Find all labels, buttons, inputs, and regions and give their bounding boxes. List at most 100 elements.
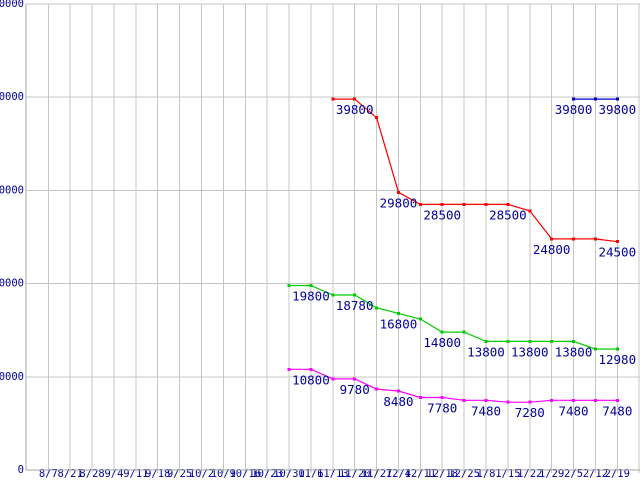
x-tick-label: 2/12 [583,468,608,480]
series-magenta-marker [353,377,357,381]
series-blue-marker [615,97,619,101]
x-tick-label: 8/7 [39,468,58,480]
price-label: 28500 [489,207,527,222]
x-tick-label: 1/22 [517,468,542,480]
series-blue-marker [593,97,597,101]
price-label: 7780 [427,400,457,415]
y-tick-label: 0 [18,464,24,476]
series-red-marker [506,202,510,206]
y-tick-label: 20000 [0,278,24,290]
price-label: 24500 [598,245,636,260]
series-blue-marker [572,97,575,101]
series-red-line [332,98,618,243]
series-green-marker [440,330,444,334]
x-tick-label: 12/18 [426,468,458,480]
series-red-marker [418,202,422,206]
series-magenta-marker [506,400,510,404]
x-tick-label: 12/25 [448,468,480,480]
x-tick-label: 12/11 [405,468,437,480]
x-tick-label: 9/25 [167,468,192,480]
x-tick-label: 12/4 [386,468,411,480]
series-magenta-marker [287,367,291,371]
x-tick-label: 2/19 [605,468,630,480]
series-green-marker [593,347,597,351]
series-green-marker [572,339,575,343]
price-label: 39800 [555,102,593,117]
series-magenta-marker [593,398,597,402]
series-red-marker [484,202,488,206]
series-green-marker [615,347,619,351]
price-label: 10800 [292,372,330,387]
price-label: 7480 [558,403,588,418]
y-tick-label: 30000 [0,184,24,196]
series-red-marker [572,237,575,241]
price-label: 7480 [471,403,501,418]
x-tick-label: 11/20 [339,468,371,480]
price-label: 39800 [598,102,636,117]
series-magenta-marker [309,367,313,371]
x-tick-label: 11/13 [317,468,349,480]
series-green-marker [462,330,466,334]
series-green-marker [506,339,510,343]
price-label: 28500 [423,207,461,222]
y-tick-label: 10000 [0,371,24,383]
price-label: 13800 [555,344,593,359]
x-tick-label: 2/5 [564,468,583,480]
series-red-marker [528,209,532,213]
series-green-marker [418,317,422,321]
series-red-marker [375,116,379,120]
series-magenta-marker [462,398,466,402]
series-red-marker [397,190,400,194]
series-green-marker [528,339,532,343]
series-green-marker [309,284,313,287]
price-label: 13800 [511,344,549,359]
y-tick-label: 50000 [0,0,24,10]
series-magenta-marker [572,398,575,402]
price-label: 29800 [380,195,418,210]
x-tick-label: 1/15 [495,468,520,480]
series-green-marker [397,311,400,315]
price-label: 12980 [598,352,636,367]
series-red-marker [353,97,357,101]
series-red-marker [550,237,554,241]
x-tick-label: 10/16 [229,468,261,480]
series-magenta-marker [375,387,379,391]
series-green-marker [331,293,335,297]
price-label: 9780 [340,382,370,397]
series-red-marker [440,202,444,206]
series-magenta-marker [528,400,532,404]
x-tick-label: 8/28 [79,468,104,480]
x-tick-label: 10/9 [211,468,236,480]
x-tick-label: 10/2 [189,468,214,480]
x-tick-label: 1/8 [477,468,496,480]
price-label: 7480 [602,403,632,418]
price-label: 16800 [380,316,418,331]
y-tick-label: 40000 [0,91,24,103]
x-tick-label: 8/21 [58,468,83,480]
x-tick-label: 10/23 [251,468,283,480]
series-green-marker [484,339,488,343]
price-label: 14800 [423,335,461,350]
x-tick-label: 1/29 [539,468,564,480]
series-magenta-marker [615,398,619,402]
price-label: 13800 [467,344,505,359]
series-green-marker [550,339,554,343]
series-magenta-marker [418,396,422,399]
series-red-marker [462,202,466,206]
series-magenta-marker [484,398,488,402]
series-red-marker [615,240,619,244]
x-tick-label: 11/27 [361,468,393,480]
x-tick-label: 9/4 [104,468,123,480]
price-label: 7280 [515,405,545,420]
x-tick-label: 10/30 [273,468,305,480]
series-green-line [289,284,618,350]
price-label: 8480 [383,394,413,409]
x-tick-label: 9/11 [123,468,148,480]
price-label: 19800 [292,288,330,303]
series-magenta-marker [440,396,444,399]
series-magenta-line [289,368,618,403]
price-label: 39800 [336,102,374,117]
series-green-marker [353,293,357,297]
x-tick-label: 11/6 [298,468,323,480]
